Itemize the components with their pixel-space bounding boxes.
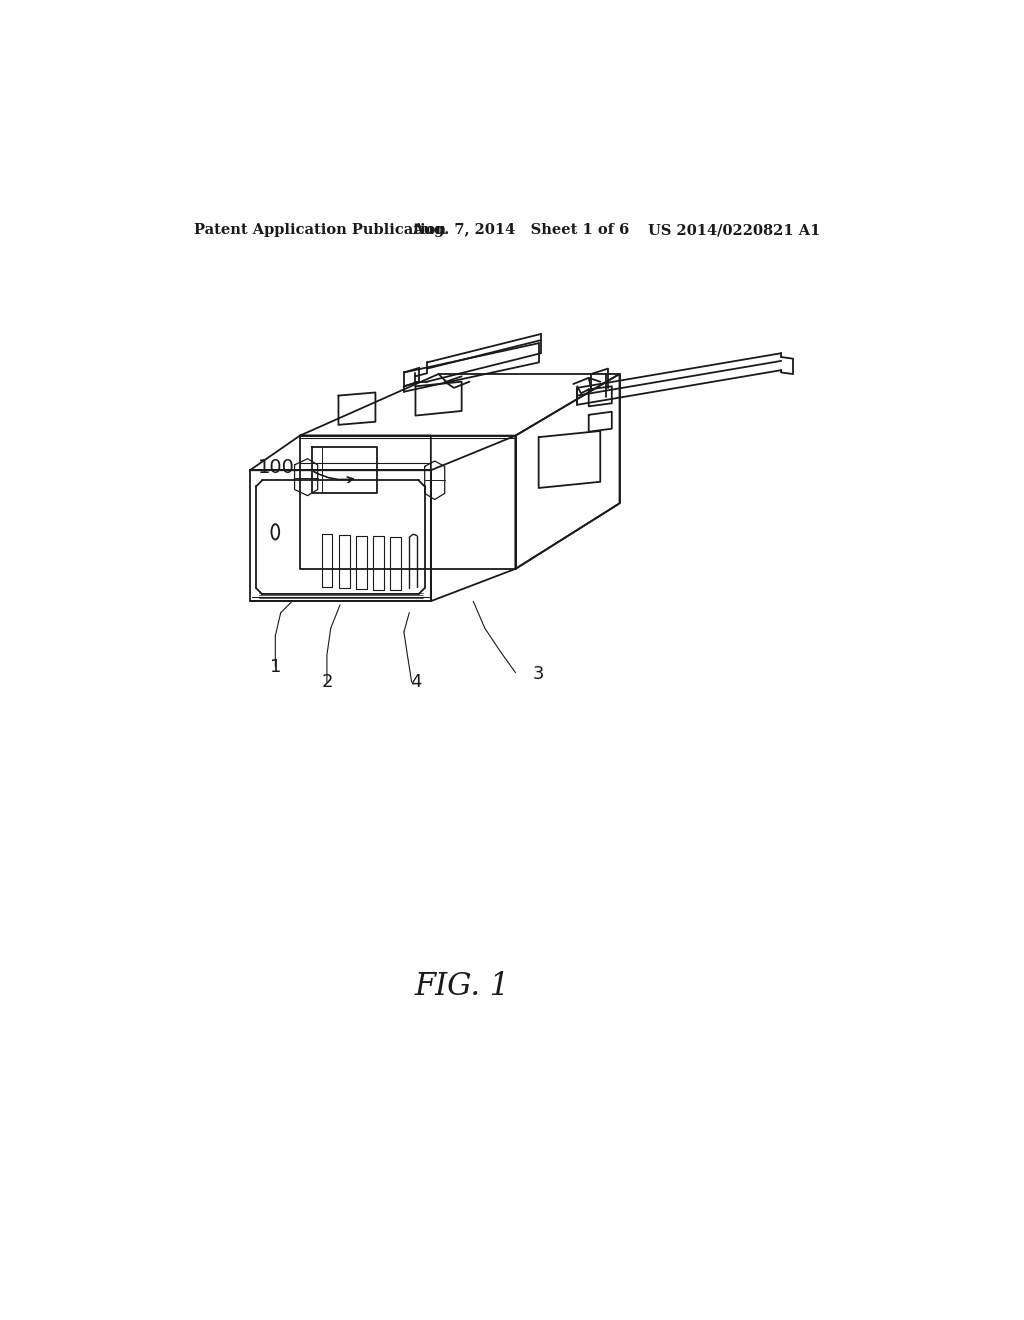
Ellipse shape — [271, 524, 280, 540]
Text: 4: 4 — [410, 673, 421, 690]
Text: Aug. 7, 2014   Sheet 1 of 6: Aug. 7, 2014 Sheet 1 of 6 — [412, 223, 629, 238]
Text: FIG. 1: FIG. 1 — [414, 970, 509, 1002]
Text: 1: 1 — [269, 657, 281, 676]
Text: 2: 2 — [322, 673, 333, 690]
Text: Patent Application Publication: Patent Application Publication — [195, 223, 446, 238]
Text: 100: 100 — [258, 458, 295, 478]
Text: 3: 3 — [532, 665, 545, 684]
Text: US 2014/0220821 A1: US 2014/0220821 A1 — [648, 223, 820, 238]
